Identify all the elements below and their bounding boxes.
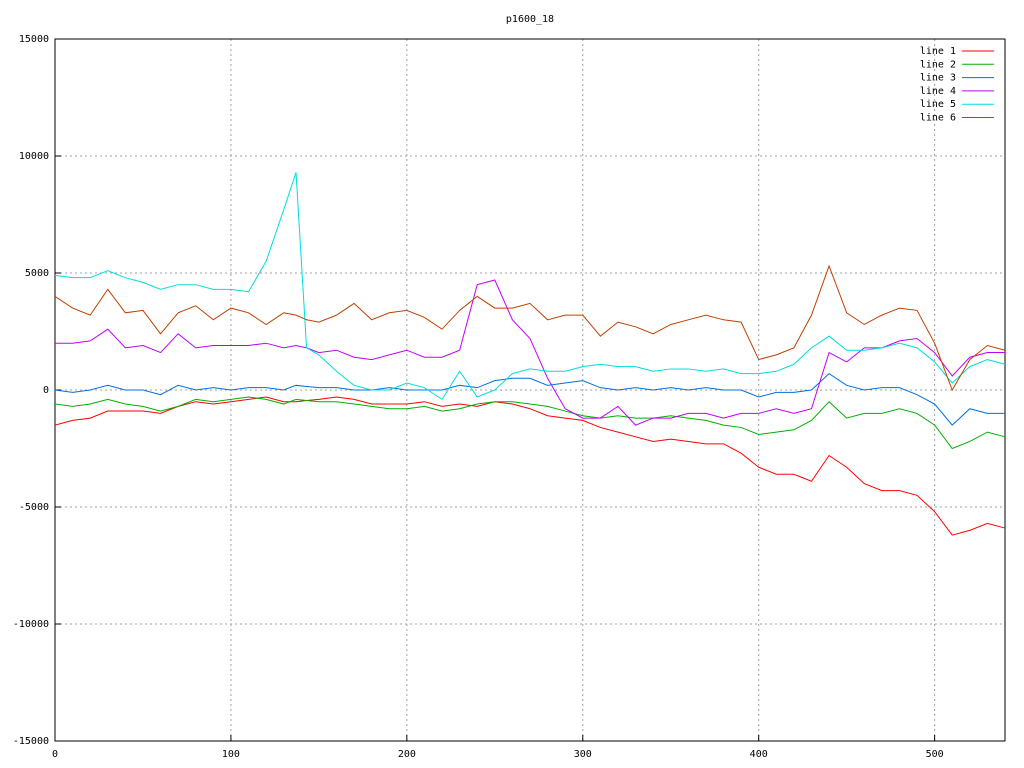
y-tick-label: -5000 — [19, 502, 49, 513]
x-tick-label: 200 — [398, 749, 416, 760]
y-tick-label: 5000 — [25, 268, 49, 279]
y-tick-label: 15000 — [19, 34, 49, 45]
y-tick-label: -10000 — [13, 619, 49, 630]
legend-label: line 5 — [920, 99, 956, 110]
x-tick-label: 0 — [52, 749, 58, 760]
series-line — [54, 264, 1006, 392]
series-line — [55, 279, 1005, 426]
y-tick-label: -15000 — [13, 736, 49, 747]
series-line — [54, 172, 1006, 401]
legend-label: line 6 — [920, 113, 956, 124]
series-line — [54, 396, 1006, 536]
x-tick-label: 100 — [222, 749, 240, 760]
x-tick-label: 400 — [750, 749, 768, 760]
y-tick-label: 0 — [43, 385, 49, 396]
legend-label: line 3 — [920, 73, 956, 84]
x-tick-label: 500 — [926, 749, 944, 760]
x-tick-label: 300 — [574, 749, 592, 760]
chart-title: p1600_18 — [506, 14, 554, 25]
legend-label: line 4 — [920, 86, 956, 97]
y-tick-label: 10000 — [19, 151, 49, 162]
legend-label: line 1 — [920, 46, 956, 57]
series-line — [54, 372, 1005, 426]
legend-label: line 2 — [920, 59, 956, 70]
series-line — [54, 396, 1006, 450]
